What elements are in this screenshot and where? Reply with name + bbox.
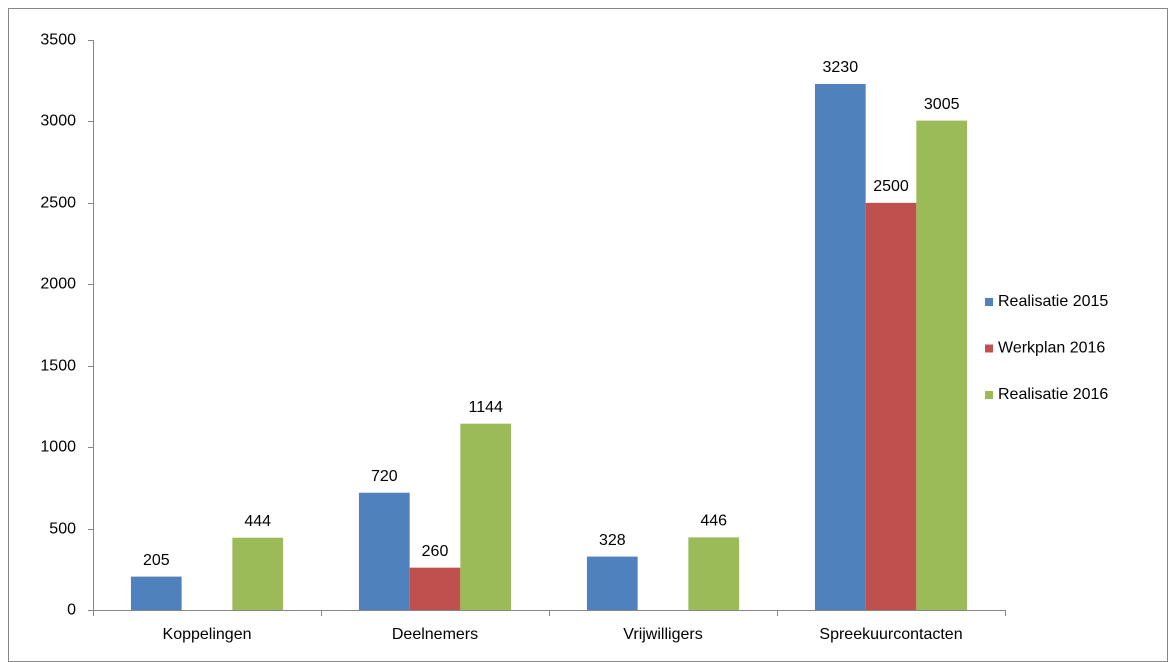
data-label: 205 bbox=[143, 552, 170, 569]
data-label: 2500 bbox=[873, 178, 909, 195]
bar bbox=[409, 567, 461, 610]
data-label: 260 bbox=[422, 543, 449, 560]
x-tick-label: Vrijwilligers bbox=[623, 626, 702, 643]
x-tick-label: Spreekuurcontacten bbox=[819, 626, 962, 643]
bar bbox=[358, 492, 410, 610]
legend-swatch bbox=[985, 298, 993, 306]
y-tick-label: 500 bbox=[49, 521, 76, 538]
data-label: 446 bbox=[700, 513, 727, 530]
y-tick-label: 3500 bbox=[40, 32, 76, 49]
bar bbox=[586, 556, 638, 610]
x-tick-label: Deelnemers bbox=[392, 626, 478, 643]
legend-label: Werkplan 2016 bbox=[998, 340, 1105, 357]
data-label: 328 bbox=[599, 532, 626, 549]
y-tick-label: 2000 bbox=[40, 276, 76, 293]
legend-swatch bbox=[985, 344, 993, 353]
legend-swatch bbox=[985, 391, 993, 399]
data-label: 1144 bbox=[468, 399, 503, 416]
data-label: 3005 bbox=[924, 96, 960, 113]
y-tick-label: 2500 bbox=[40, 195, 76, 212]
chart-frame bbox=[8, 8, 1168, 662]
data-label: 720 bbox=[371, 468, 398, 485]
legend-label: Realisatie 2016 bbox=[998, 386, 1108, 403]
data-label: 444 bbox=[244, 513, 271, 530]
bar bbox=[232, 537, 284, 610]
y-tick-label: 3000 bbox=[40, 113, 76, 130]
legend-label: Realisatie 2015 bbox=[998, 293, 1108, 310]
bar bbox=[865, 202, 917, 610]
x-tick-label: Koppelingen bbox=[163, 626, 252, 643]
bar bbox=[814, 83, 866, 610]
bar bbox=[916, 120, 968, 610]
bar bbox=[688, 537, 740, 610]
y-tick-label: 1500 bbox=[40, 358, 76, 375]
bar bbox=[460, 423, 512, 610]
bar bbox=[130, 576, 182, 610]
y-tick-label: 0 bbox=[67, 602, 76, 619]
y-tick-label: 1000 bbox=[40, 439, 76, 456]
data-label: 3230 bbox=[823, 59, 859, 76]
